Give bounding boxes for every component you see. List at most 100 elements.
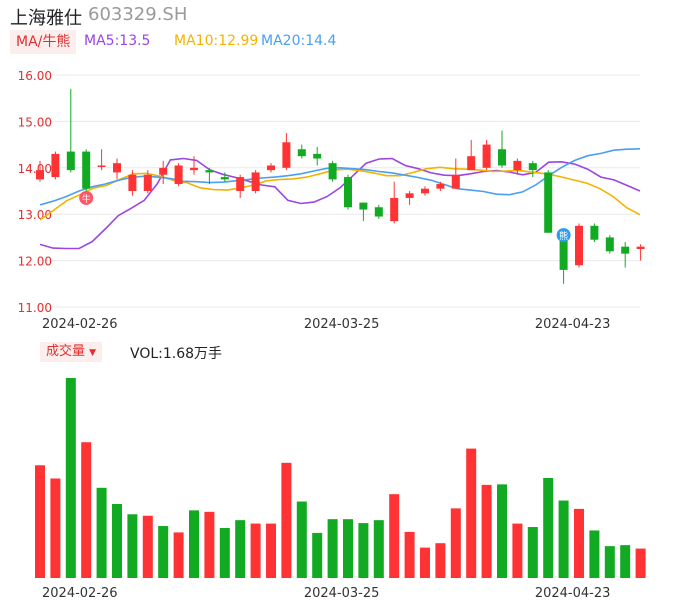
candle-body	[436, 184, 445, 189]
volume-bar	[235, 520, 246, 578]
candle-body	[451, 174, 460, 189]
candle-body	[359, 202, 368, 210]
volume-bar	[512, 523, 523, 578]
volume-bar	[404, 531, 415, 578]
price-axis-tick: 13.00	[18, 208, 52, 222]
dropdown-arrow-icon: ▼	[89, 348, 97, 358]
candle-body	[143, 174, 152, 191]
candle-body	[251, 172, 260, 191]
ma20-label: MA20:14.4	[261, 33, 337, 49]
volume-bar	[635, 548, 646, 578]
candle-body	[205, 170, 214, 173]
volume-bar	[65, 378, 76, 578]
candle-body	[113, 163, 121, 173]
candle-body	[405, 193, 414, 198]
volume-bar	[112, 503, 122, 578]
volume-bar	[81, 442, 92, 578]
ma20-line	[39, 148, 641, 206]
candle-body	[621, 246, 630, 254]
price-axis-tick: 16.00	[18, 69, 52, 83]
volume-bar	[620, 545, 631, 578]
volume-date-tick: 2024-02-26	[42, 586, 118, 601]
candle-body	[513, 160, 522, 171]
candle-body	[36, 170, 44, 180]
bull-marker-label: 牛	[82, 193, 91, 205]
candle-body	[174, 165, 183, 185]
volume-bar	[481, 484, 492, 578]
price-axis-tick: 12.00	[18, 255, 52, 269]
volume-date-tick: 2024-04-23	[535, 586, 611, 601]
volume-bar	[219, 528, 230, 578]
candle-body	[190, 167, 198, 171]
candle-body	[236, 177, 245, 191]
bull-marker-icon	[79, 190, 94, 205]
candle-body	[344, 177, 352, 208]
volume-bar	[527, 527, 538, 578]
volume-bar	[497, 484, 507, 578]
candle-body	[220, 177, 229, 180]
volume-bar	[543, 478, 554, 578]
bear-marker-icon	[556, 228, 571, 243]
candle-body	[282, 142, 291, 168]
candle-body	[482, 144, 491, 168]
volume-bar	[35, 465, 45, 578]
volume-bar	[327, 519, 338, 578]
candle-body	[544, 172, 553, 233]
volume-bar	[558, 500, 569, 578]
candle-body	[374, 207, 383, 217]
volume-bar	[142, 515, 153, 578]
volume-bar	[296, 501, 307, 578]
volume-bar	[420, 547, 430, 578]
candle-body	[159, 167, 168, 175]
candle-body	[590, 225, 599, 240]
price-date-tick: 2024-04-23	[535, 317, 611, 332]
candle-body	[82, 151, 91, 189]
price-axis-tick: 14.00	[18, 162, 52, 176]
volume-toggle-button[interactable]: 成交量 ▼	[40, 342, 103, 362]
bear-marker-label: 熊	[559, 230, 568, 242]
volume-bar	[450, 508, 461, 578]
volume-date-tick: 2024-03-25	[304, 586, 380, 601]
candle-body	[267, 165, 275, 171]
volume-bar	[358, 523, 369, 578]
candle-body	[559, 232, 568, 270]
candle-body	[97, 165, 106, 167]
volume-bar	[466, 448, 477, 578]
volume-bar	[96, 487, 107, 578]
volume-bar	[343, 519, 353, 578]
ma10-label: MA10:12.99	[174, 33, 259, 49]
stock-code: 603329.SH	[88, 4, 188, 25]
volume-bar	[389, 494, 400, 578]
price-axis-tick: 11.00	[18, 301, 52, 315]
candle-body	[390, 197, 399, 222]
price-date-tick: 2024-03-25	[304, 317, 380, 332]
volume-bar	[50, 478, 61, 578]
price-axis-tick: 15.00	[18, 115, 52, 129]
volume-bar	[281, 462, 292, 578]
candle-body	[498, 149, 506, 166]
volume-bar	[250, 523, 261, 578]
candle-body	[328, 163, 337, 180]
volume-toggle-label: 成交量	[46, 344, 86, 359]
candle-body	[605, 237, 614, 252]
volume-bar	[158, 526, 169, 578]
candle-body	[636, 246, 645, 249]
candle-body	[467, 156, 476, 171]
volume-bar	[266, 523, 276, 578]
ma10-line	[39, 166, 641, 221]
ma-toggle-button[interactable]: MA/牛熊	[10, 30, 77, 54]
volume-bar	[312, 532, 323, 578]
ma5-label: MA5:13.5	[84, 33, 151, 49]
candle-body	[297, 149, 306, 157]
candle-body	[66, 151, 75, 171]
candle-body	[421, 188, 429, 194]
volume-bar	[604, 546, 615, 578]
stock-name: 上海雅仕	[10, 8, 82, 29]
candle-body	[313, 153, 322, 159]
candle-body	[128, 174, 137, 191]
volume-bar	[589, 530, 600, 578]
volume-bar	[574, 508, 584, 578]
price-date-tick: 2024-02-26	[42, 317, 118, 332]
volume-bar	[127, 514, 138, 578]
